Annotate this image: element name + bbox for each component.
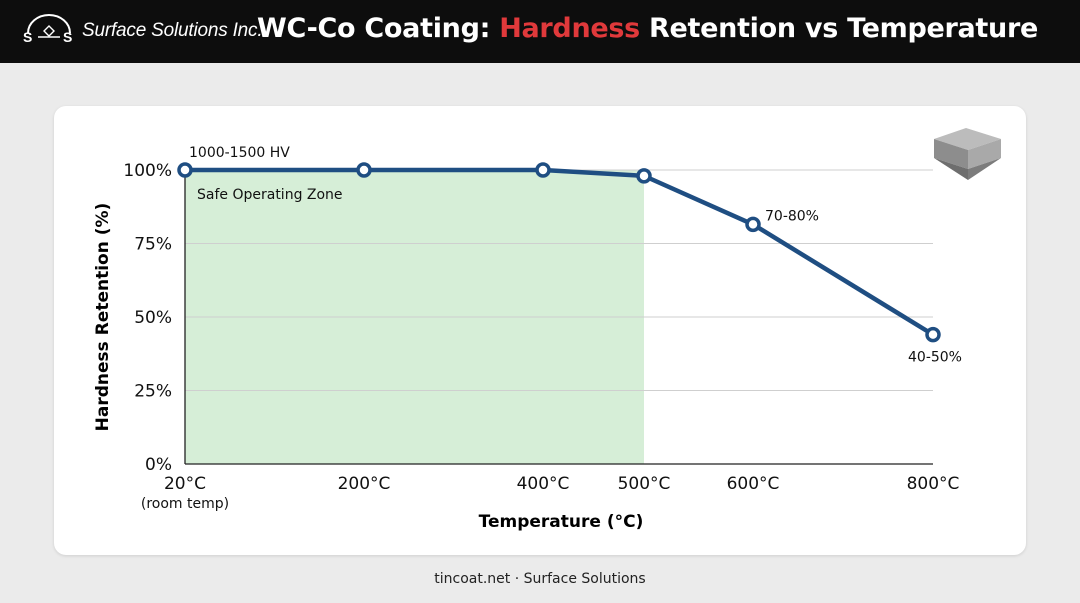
y-tick-label: 100% [123, 161, 172, 181]
cutting-insert-icon [934, 128, 1001, 180]
data-point [636, 168, 652, 184]
x-tick-label: 600°C [727, 474, 780, 494]
data-annotation: 40-50% [908, 350, 962, 366]
x-axis-title: Temperature (°C) [479, 512, 644, 532]
chart: Safe Operating Zone 0% 25% 50% 75% 100% 20°C (r… [93, 128, 1001, 532]
data-point [535, 162, 551, 178]
logo-letter-left: S [23, 29, 32, 45]
y-tick-label: 0% [145, 455, 172, 475]
title-suffix: Retention vs Temperature [639, 13, 1038, 44]
data-point [177, 162, 193, 178]
x-tick-sublabel: (room temp) [141, 496, 229, 512]
data-point [356, 162, 372, 178]
x-tick-label: 800°C [907, 474, 960, 494]
y-tick-label: 50% [134, 308, 172, 328]
series-line [182, 167, 936, 337]
title-highlight: Hardness [499, 13, 640, 44]
footer-source: tincoat.net · Surface Solutions [434, 571, 646, 587]
data-annotation: 70-80% [765, 208, 819, 224]
data-point [745, 216, 761, 233]
logo-letter-right: S [63, 29, 72, 45]
x-tick-label: 500°C [618, 474, 671, 494]
y-tick-label: 25% [134, 382, 172, 402]
header-bar: S S Surface Solutions Inc. WC-Co Coating… [0, 0, 1080, 63]
y-tick-label: 75% [134, 235, 172, 255]
x-tick-label: 400°C [517, 474, 570, 494]
page-title: WC-Co Coating: Hardness Retention vs Tem… [257, 13, 1038, 44]
data-point [925, 326, 941, 343]
brand-name: Surface Solutions Inc. [82, 20, 263, 41]
data-annotation: 1000-1500 HV [189, 145, 290, 161]
y-axis-title: Hardness Retention (%) [93, 203, 113, 432]
x-tick-label: 20°C [164, 474, 206, 494]
chart-card: Safe Operating Zone 0% 25% 50% 75% 100% 20°C (r… [54, 106, 1026, 555]
company-logo-icon: S S [23, 14, 72, 45]
title-prefix: WC-Co Coating: [257, 13, 500, 44]
safe-zone-label: Safe Operating Zone [197, 187, 343, 203]
x-tick-label: 200°C [338, 474, 391, 494]
